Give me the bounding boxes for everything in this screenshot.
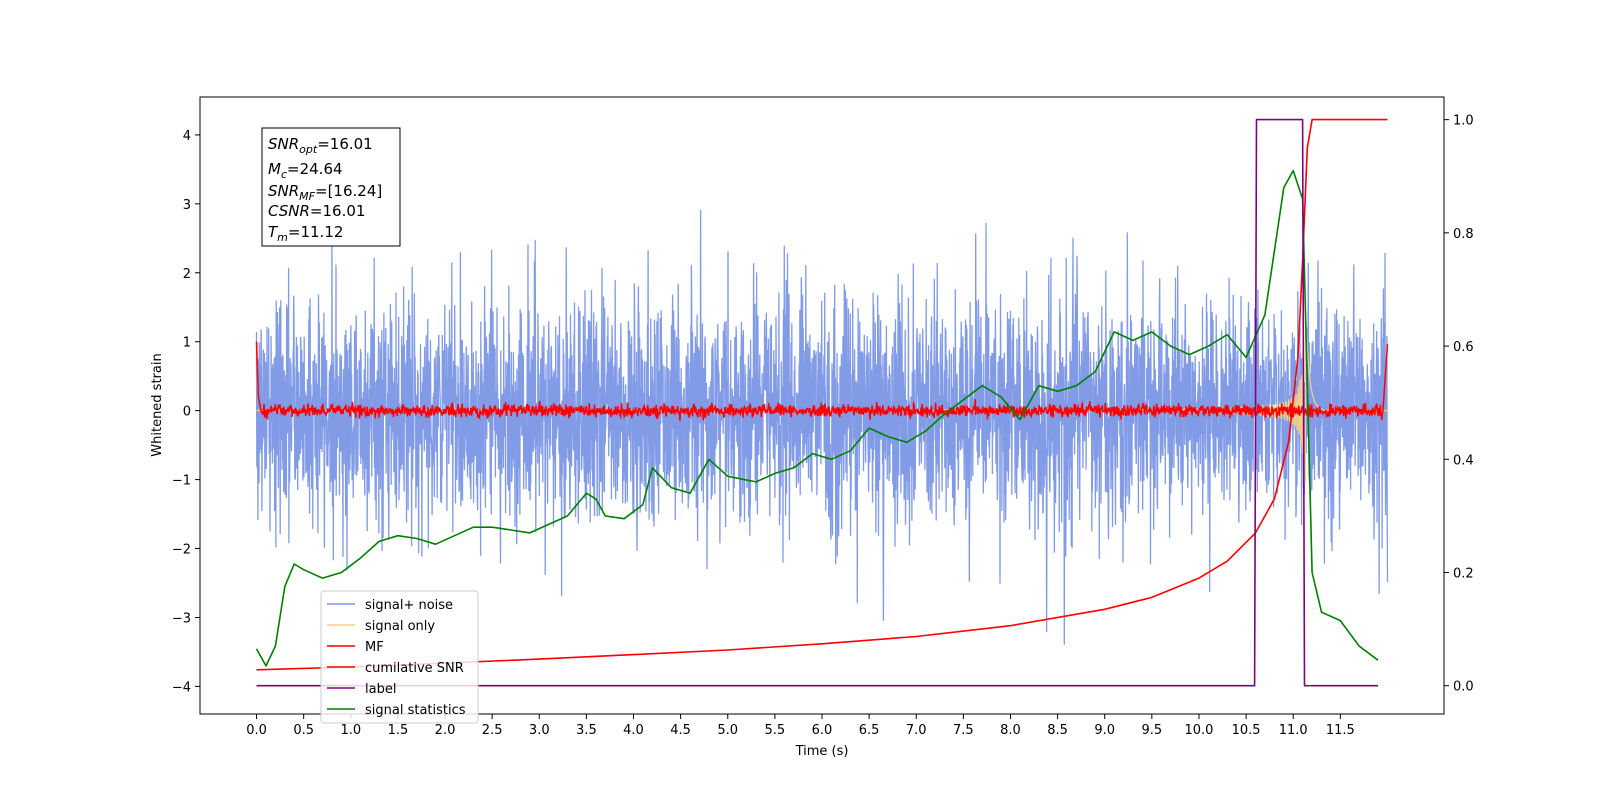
- y-right-tick-label: 0.8: [1453, 227, 1474, 242]
- y-left-tick-label: 3: [183, 198, 191, 213]
- legend-label-signal-noise: signal+ noise: [365, 598, 453, 613]
- annotation-box: SNRopt=16.01 Mc=24.64 SNRMF=[16.24] CSNR…: [261, 127, 401, 247]
- x-tick-label: 8.5: [1047, 723, 1068, 738]
- legend-label-signal-only: signal only: [365, 619, 435, 634]
- annotation-csnr: CSNR=16.01: [268, 202, 365, 220]
- x-tick-label: 7.5: [953, 723, 974, 738]
- y-axis-label: Whitened strain: [150, 353, 165, 456]
- y-left-tick-label: 0: [183, 405, 191, 420]
- series-cumulative-snr: [256, 118, 1388, 671]
- snr-mf-value: =[16.24]: [315, 182, 382, 200]
- x-tick-label: 9.5: [1142, 723, 1163, 738]
- plot-frame: [199, 96, 1445, 715]
- tm-value: =11.12: [288, 223, 344, 241]
- x-tick-label: 2.0: [435, 723, 456, 738]
- csnr-value: =16.01: [310, 202, 366, 220]
- y-left-tick-label: −3: [172, 611, 191, 626]
- snr-opt-value: =16.01: [317, 135, 373, 153]
- x-tick-label: 10.5: [1232, 723, 1261, 738]
- x-axis: 0.0 0.5 1.0 1.5 2.0 2.5 3.0 3.5 4.0 4.5 5.0 5.5 6.0 6…: [246, 714, 1355, 738]
- x-tick-label: 9.0: [1094, 723, 1115, 738]
- annotation-tm: Tm=11.12: [268, 223, 343, 244]
- annotation-snr-mf: SNRMF=[16.24]: [268, 182, 382, 203]
- mc-symbol: M: [268, 160, 281, 178]
- y-left-tick-label: 2: [183, 267, 191, 282]
- x-tick-label: 1.5: [388, 723, 409, 738]
- mc-subscript: c: [281, 168, 287, 181]
- plot-area: [255, 118, 1389, 687]
- y-right-tick-label: 0.4: [1453, 453, 1474, 468]
- x-tick-label: 2.5: [482, 723, 503, 738]
- x-tick-label: 4.5: [670, 723, 691, 738]
- legend-label-label: label: [365, 682, 396, 697]
- series-label: [256, 118, 1378, 687]
- x-tick-label: 11.0: [1279, 723, 1308, 738]
- x-tick-label: 4.0: [623, 723, 644, 738]
- tm-symbol: T: [268, 223, 279, 241]
- x-tick-label: 5.5: [765, 723, 786, 738]
- series-signal-statistics: [255, 169, 1379, 667]
- legend: signal+ noise signal only MF cumilative …: [320, 590, 479, 724]
- mc-value: =24.64: [287, 160, 343, 178]
- series-signal-noise: [255, 209, 1389, 645]
- legend-frame: [320, 590, 479, 724]
- y-right-tick-label: 0.2: [1453, 566, 1474, 581]
- y-axis-right: 0.0 0.2 0.4 0.6 0.8 1.0: [1444, 114, 1474, 695]
- x-tick-label: 11.5: [1326, 723, 1355, 738]
- x-axis-label: Time (s): [795, 744, 849, 759]
- annotation-snr-opt: SNRopt=16.01: [268, 135, 373, 156]
- y-left-tick-label: −4: [172, 680, 191, 695]
- x-tick-label: 10.0: [1184, 723, 1213, 738]
- x-tick-label: 3.0: [529, 723, 550, 738]
- legend-label-mf: MF: [365, 640, 384, 655]
- y-left-tick-label: −1: [172, 474, 191, 489]
- snr-mf-subscript: MF: [299, 190, 315, 203]
- snr-mf-symbol: SNR: [268, 182, 299, 200]
- y-left-tick-label: −2: [172, 543, 191, 558]
- series-mf: [255, 341, 1389, 421]
- x-tick-label: 0.0: [246, 723, 267, 738]
- annotation-mc: Mc=24.64: [268, 160, 343, 181]
- x-tick-label: 1.0: [340, 723, 361, 738]
- x-tick-label: 3.5: [576, 723, 597, 738]
- y-left-tick-label: 4: [183, 129, 191, 144]
- y-right-tick-label: 0.6: [1453, 340, 1474, 355]
- x-tick-label: 7.0: [906, 723, 927, 738]
- x-tick-label: 5.0: [717, 723, 738, 738]
- x-tick-label: 8.0: [1000, 723, 1021, 738]
- snr-opt-subscript: opt: [299, 143, 318, 156]
- tm-subscript: m: [277, 231, 288, 244]
- legend-label-cumulative-snr: cumilative SNR: [365, 661, 464, 676]
- y-right-tick-label: 0.0: [1453, 680, 1474, 695]
- y-left-tick-label: 1: [183, 336, 191, 351]
- x-tick-label: 0.5: [293, 723, 314, 738]
- annotation-frame: [261, 127, 401, 247]
- snr-opt-symbol: SNR: [268, 135, 299, 153]
- csnr-symbol: CSNR: [268, 202, 310, 220]
- y-axis-left: −4 −3 −2 −1 0 1 2 3 4: [172, 129, 200, 695]
- x-tick-label: 6.5: [859, 723, 880, 738]
- legend-label-signal-statistics: signal statistics: [365, 703, 466, 718]
- x-tick-label: 6.0: [812, 723, 833, 738]
- y-right-tick-label: 1.0: [1453, 114, 1474, 129]
